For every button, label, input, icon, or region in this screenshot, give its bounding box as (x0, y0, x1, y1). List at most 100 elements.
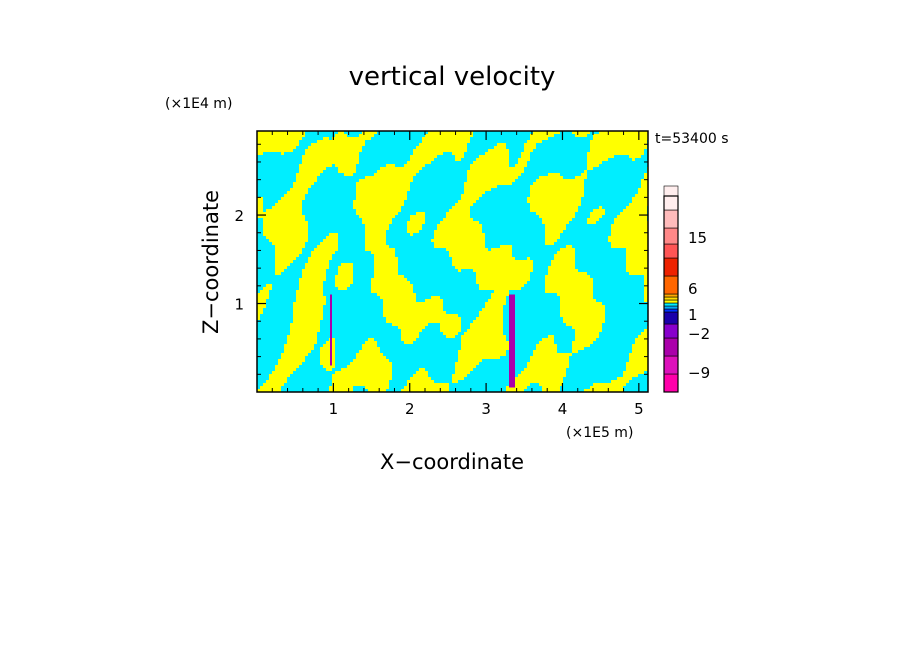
field-positive-region (629, 359, 648, 362)
field-positive-region (554, 257, 575, 260)
field-positive-region (326, 368, 332, 371)
field-positive-region (527, 200, 581, 203)
field-positive-region (335, 284, 350, 287)
field-positive-region (275, 245, 305, 248)
field-positive-region (263, 287, 272, 290)
field-positive-region (311, 254, 332, 257)
field-positive-region (476, 158, 509, 161)
field-positive-region (446, 335, 455, 338)
field-positive-region (257, 143, 299, 146)
field-positive-region (638, 188, 648, 191)
field-positive-region (257, 212, 302, 215)
field-positive-region (320, 359, 335, 362)
field-positive-region (320, 242, 338, 245)
field-positive-region (434, 242, 485, 245)
field-positive-region (533, 131, 560, 134)
field-positive-region (485, 302, 506, 305)
field-positive-region (518, 374, 566, 377)
field-positive-region (374, 266, 398, 269)
field-positive-region (434, 236, 485, 239)
field-positive-region (368, 389, 386, 392)
field-positive-region (257, 197, 263, 200)
updraft-plume (330, 294, 333, 366)
field-positive-region (587, 167, 593, 170)
field-positive-region (467, 170, 524, 173)
field-positive-region (644, 278, 648, 281)
plot-frame (256, 130, 649, 393)
field-positive-region (284, 347, 314, 350)
field-positive-region (641, 182, 648, 185)
field-positive-region (632, 200, 648, 203)
field-positive-region (257, 299, 266, 302)
field-positive-region (611, 242, 648, 245)
field-positive-region (356, 212, 398, 215)
field-positive-region (545, 239, 557, 242)
field-positive-region (302, 158, 359, 161)
field-positive-region (557, 251, 575, 254)
field-positive-region (587, 221, 596, 224)
field-positive-region (356, 182, 410, 185)
field-positive-region (470, 167, 524, 170)
field-positive-region (380, 296, 416, 299)
field-positive-region (257, 296, 269, 299)
field-positive-region (530, 206, 578, 209)
field-positive-region (611, 233, 648, 236)
field-positive-region (446, 215, 470, 218)
colorbar-level (663, 209, 679, 229)
field-positive-region (275, 257, 296, 260)
field-positive-region (335, 278, 353, 281)
field-positive-region (434, 230, 482, 233)
field-positive-region (428, 131, 473, 134)
field-positive-region (269, 377, 287, 380)
field-positive-region (356, 197, 407, 200)
field-positive-region (287, 338, 317, 341)
colorbar-level (663, 243, 679, 259)
field-positive-region (374, 260, 398, 263)
field-positive-region (263, 227, 308, 230)
field-positive-region (275, 203, 302, 206)
field-positive-region (527, 257, 530, 260)
field-positive-region (542, 221, 569, 224)
colorbar-level (663, 185, 679, 211)
field-positive-region (275, 272, 281, 275)
field-positive-region (257, 311, 263, 314)
field-positive-region (329, 233, 338, 236)
field-positive-region (452, 206, 470, 209)
field-positive-region (626, 251, 648, 254)
field-positive-region (311, 251, 335, 254)
field-positive-region (407, 230, 419, 233)
field-positive-region (464, 185, 497, 188)
field-positive-region (338, 266, 353, 269)
field-positive-region (413, 152, 443, 155)
field-positive-region (530, 137, 548, 140)
field-positive-region (263, 383, 284, 386)
field-positive-region (590, 149, 644, 152)
field-positive-region (320, 362, 335, 365)
field-positive-region (488, 299, 506, 302)
field-positive-region (275, 260, 293, 263)
field-positive-region (623, 209, 647, 212)
field-positive-region (611, 230, 648, 233)
field-positive-region (362, 218, 392, 221)
field-positive-region (467, 173, 521, 176)
field-positive-region (383, 305, 443, 308)
field-positive-region (293, 320, 320, 323)
field-positive-region (644, 296, 648, 299)
field-positive-region (560, 308, 605, 311)
field-positive-region (323, 239, 338, 242)
field-positive-region (566, 323, 602, 326)
field-positive-region (509, 380, 563, 383)
field-positive-region (320, 347, 335, 350)
field-positive-region (293, 317, 323, 320)
field-positive-region (611, 380, 629, 383)
field-positive-region (362, 344, 377, 347)
field-positive-region (320, 356, 335, 359)
field-positive-region (479, 155, 509, 158)
colorbar-label: −9 (688, 364, 710, 382)
field-positive-region (644, 293, 648, 296)
field-positive-region (371, 278, 407, 281)
field-positive-region (257, 293, 269, 296)
field-positive-region (524, 143, 536, 146)
field-positive-region (545, 242, 554, 245)
field-positive-region (293, 311, 323, 314)
